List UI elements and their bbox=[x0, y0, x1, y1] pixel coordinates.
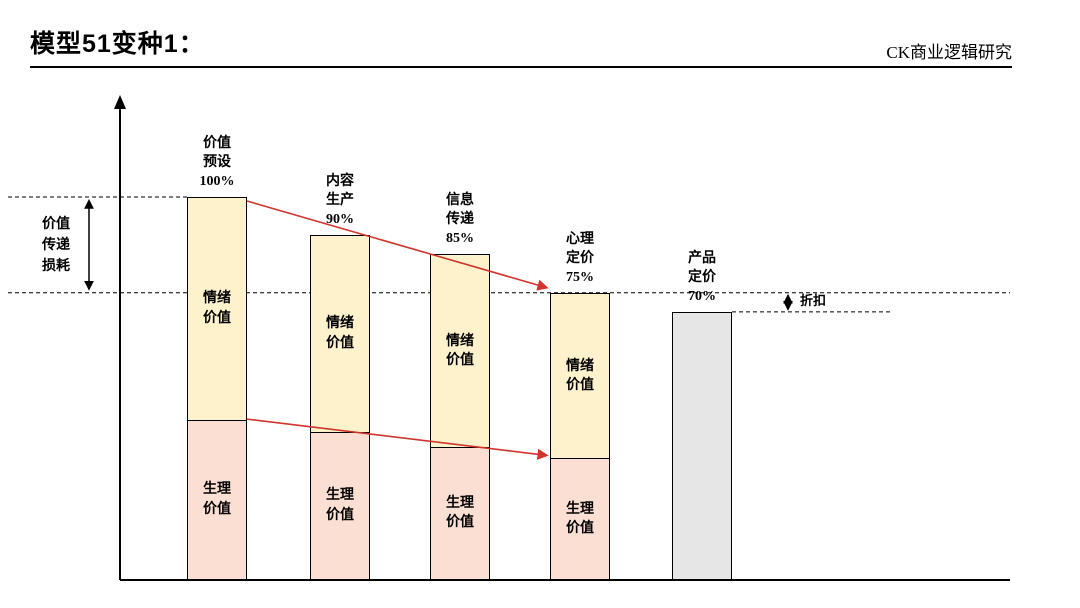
discount-label: 折扣 bbox=[800, 293, 827, 308]
bar-1-stacked: 情绪 价值生理 价值 bbox=[187, 197, 247, 580]
bar-title-5: 产品 定价 70% bbox=[688, 250, 716, 304]
emotion-segment-label: 情绪 价值 bbox=[203, 291, 231, 327]
physio-segment: 生理 价值 bbox=[311, 431, 369, 579]
physio-segment-label: 生理 价值 bbox=[566, 501, 594, 537]
emotion-segment: 情绪 价值 bbox=[188, 198, 246, 421]
emotion-segment-label: 情绪 价值 bbox=[446, 333, 474, 369]
header-divider bbox=[30, 66, 1012, 68]
value-loss-label: 价值 传递 损耗 bbox=[42, 217, 70, 274]
bar-2-stacked: 情绪 价值生理 价值 bbox=[310, 235, 370, 580]
bar-title-4: 心理 定价 75% bbox=[566, 231, 594, 285]
bar-title-1: 价值 预设 100% bbox=[199, 136, 235, 189]
physio-segment-label: 生理 价值 bbox=[203, 482, 231, 518]
physio-segment-label: 生理 价值 bbox=[326, 488, 354, 523]
bar-title-3: 信息 传递 85% bbox=[446, 193, 474, 247]
emotion-segment-label: 情绪 价值 bbox=[326, 316, 354, 351]
bar-3-stacked: 情绪 价值生理 价值 bbox=[430, 254, 490, 580]
bar-4-stacked: 情绪 价值生理 价值 bbox=[550, 292, 610, 580]
emotion-segment: 情绪 价值 bbox=[551, 293, 609, 459]
physio-segment: 生理 价值 bbox=[188, 420, 246, 579]
bar-5-product bbox=[672, 311, 732, 580]
physio-segment: 生理 价值 bbox=[431, 446, 489, 579]
physio-segment-label: 生理 价值 bbox=[446, 495, 474, 531]
emotion-segment-label: 情绪 价值 bbox=[566, 358, 594, 394]
page-title: 模型51变种1： bbox=[30, 30, 205, 58]
emotion-segment: 情绪 价值 bbox=[431, 255, 489, 447]
physio-segment: 生理 价值 bbox=[551, 458, 609, 579]
y-axis-arrowhead bbox=[114, 95, 126, 109]
emotion-segment: 情绪 价值 bbox=[311, 236, 369, 432]
bar-title-2: 内容 生产 90% bbox=[326, 174, 354, 228]
source-label: CK商业逻辑研究 bbox=[886, 43, 1012, 62]
